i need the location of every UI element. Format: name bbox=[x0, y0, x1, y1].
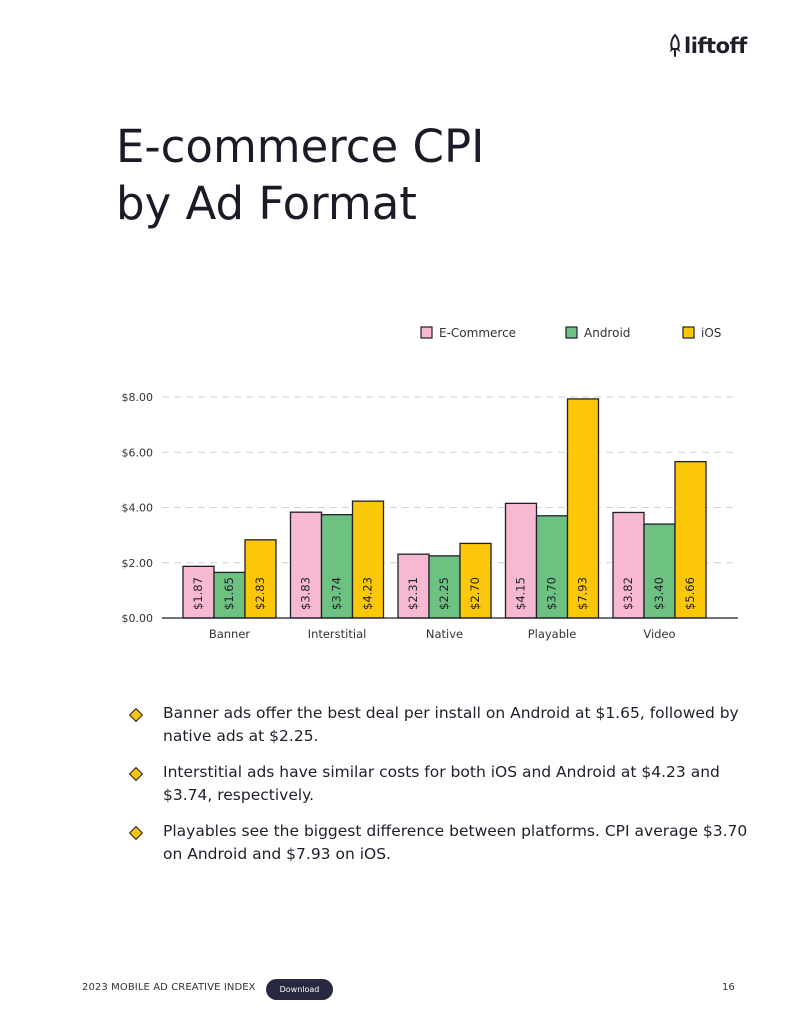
bar-value-label: $1.65 bbox=[222, 577, 236, 610]
bar-value-label: $4.23 bbox=[361, 577, 375, 610]
bar-value-label: $5.66 bbox=[683, 577, 697, 610]
title-line: by Ad Format bbox=[116, 177, 417, 230]
brand-name: liftoff bbox=[684, 34, 747, 58]
legend-swatch bbox=[565, 326, 578, 339]
x-tick-label: Native bbox=[426, 627, 463, 641]
bar-value-label: $7.93 bbox=[576, 577, 590, 610]
legend-label: iOS bbox=[701, 326, 721, 340]
page-number: 16 bbox=[722, 982, 735, 993]
bar-value-label: $2.70 bbox=[468, 577, 482, 610]
bullet-text: Interstitial ads have similar costs for … bbox=[163, 763, 720, 804]
bar bbox=[643, 523, 676, 619]
page-title: E-commerce CPI by Ad Format bbox=[116, 118, 676, 232]
bar bbox=[674, 460, 707, 619]
x-tick-label: Banner bbox=[209, 627, 251, 641]
bar bbox=[182, 565, 215, 619]
bar bbox=[535, 515, 569, 619]
list-item: Interstitial ads have similar costs for … bbox=[128, 761, 748, 807]
bar-value-label: $3.82 bbox=[621, 577, 635, 610]
bullet-text: Playables see the biggest difference bet… bbox=[163, 822, 748, 863]
x-tick-label: Video bbox=[643, 627, 675, 641]
rocket-icon bbox=[669, 34, 681, 57]
bar bbox=[351, 500, 385, 619]
insights-list: Banner ads offer the best deal per insta… bbox=[128, 702, 748, 879]
report-name: 2023 MOBILE AD CREATIVE INDEX bbox=[82, 982, 256, 993]
bar-value-label: $1.87 bbox=[191, 577, 205, 610]
diamond-bullet-icon bbox=[128, 825, 144, 841]
bar bbox=[244, 539, 277, 619]
brand-logo: liftoff bbox=[668, 34, 747, 58]
bar-value-label: $3.70 bbox=[545, 577, 559, 610]
cpi-bar-chart: $0.00 $2.00 $4.00 $6.00 $8.00 $1.87 $1.65 $2.83… bbox=[122, 326, 738, 641]
bar-value-label: $3.40 bbox=[652, 577, 666, 610]
legend-label: E-Commerce bbox=[439, 326, 516, 340]
bar-value-label: $4.15 bbox=[514, 577, 528, 610]
x-tick-label: Playable bbox=[528, 627, 577, 641]
diamond-bullet-icon bbox=[128, 707, 144, 723]
legend-label: Android bbox=[584, 326, 630, 340]
y-tick-label: $0.00 bbox=[122, 612, 154, 625]
bar-value-label: $3.74 bbox=[330, 577, 344, 610]
y-tick-label: $6.00 bbox=[122, 446, 154, 459]
y-tick-label: $2.00 bbox=[122, 557, 154, 570]
bar bbox=[504, 502, 538, 619]
x-tick-label: Interstitial bbox=[308, 627, 367, 641]
bar bbox=[289, 511, 323, 619]
bar-value-label: $3.83 bbox=[299, 577, 313, 610]
y-tick-label: $4.00 bbox=[122, 502, 154, 515]
legend-swatch bbox=[682, 326, 695, 339]
diamond-bullet-icon bbox=[128, 766, 144, 782]
bar-value-label: $2.25 bbox=[437, 577, 451, 610]
download-button[interactable]: Download bbox=[266, 979, 333, 1000]
title-line: E-commerce CPI bbox=[116, 120, 485, 173]
list-item: Banner ads offer the best deal per insta… bbox=[128, 702, 748, 748]
bar-value-label: $2.83 bbox=[253, 577, 267, 610]
bar-value-label: $2.31 bbox=[406, 577, 420, 610]
bar bbox=[566, 398, 600, 619]
bar bbox=[459, 542, 492, 619]
list-item: Playables see the biggest difference bet… bbox=[128, 820, 748, 866]
legend-swatch bbox=[420, 326, 433, 339]
y-tick-label: $8.00 bbox=[122, 391, 154, 404]
bullet-text: Banner ads offer the best deal per insta… bbox=[163, 704, 739, 745]
